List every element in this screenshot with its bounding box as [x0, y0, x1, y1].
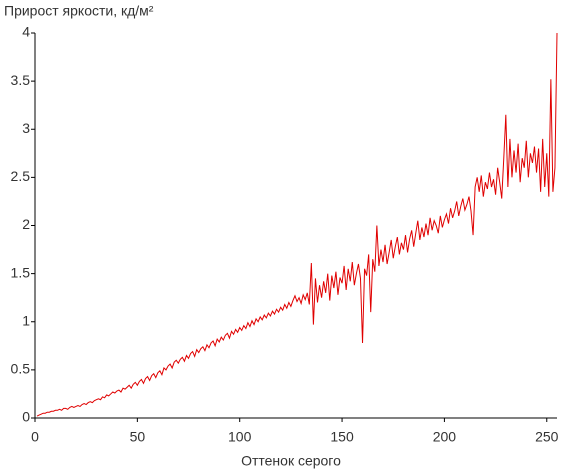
- x-tick-label: 0: [31, 429, 39, 445]
- y-tick-label: 0: [22, 409, 30, 425]
- y-tick-label: 4: [22, 24, 30, 40]
- x-tick-label: 200: [433, 429, 457, 445]
- chart-title: Прирост яркости, кд/м²: [4, 3, 154, 19]
- y-tick-label: 3: [22, 120, 30, 136]
- x-tick-label: 50: [130, 429, 146, 445]
- x-tick-label: 250: [535, 429, 559, 445]
- y-tick-label: 2: [22, 216, 30, 232]
- y-tick-label: 0.5: [11, 361, 31, 377]
- y-tick-label: 1.5: [11, 264, 31, 280]
- x-axis-label: Оттенок серого: [241, 453, 341, 469]
- data-line: [36, 32, 558, 417]
- y-tick-label: 1: [22, 312, 30, 328]
- x-tick-label: 150: [330, 429, 354, 445]
- x-tick-label: 100: [228, 429, 252, 445]
- y-tick-label: 2.5: [11, 168, 31, 184]
- y-tick-label: 3.5: [11, 72, 31, 88]
